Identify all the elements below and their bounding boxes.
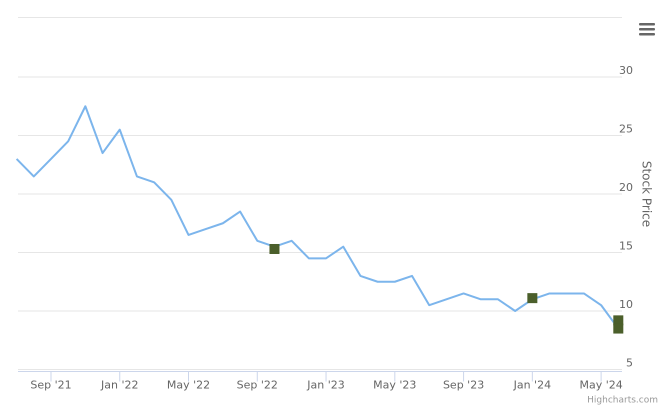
x-tick-label: Sep '23: [443, 379, 484, 392]
trade-marker: [527, 293, 538, 304]
trade-marker: [613, 315, 624, 326]
credit[interactable]: Highcharts.com: [587, 396, 658, 406]
x-tick-label: Jan '23: [306, 379, 344, 392]
x-tick-label: Jan '22: [100, 379, 138, 392]
x-tick-label: Sep '22: [237, 379, 278, 392]
trade-marker: [613, 323, 624, 334]
x-tick-label: Jan '24: [513, 379, 551, 392]
y-tick-label: 10: [619, 298, 633, 311]
y-axis-title: Stock Price: [640, 161, 654, 227]
trade-marker: [269, 243, 280, 254]
y-tick-label: 25: [619, 123, 633, 136]
menu-button[interactable]: [639, 23, 655, 36]
x-tick-label: Sep '21: [30, 379, 71, 392]
x-tick-label: May '23: [373, 379, 416, 392]
y-tick-label: 15: [619, 240, 633, 253]
y-tick-label: 20: [619, 181, 633, 194]
x-tick-label: May '24: [579, 379, 622, 392]
x-tick-label: May '22: [167, 379, 210, 392]
y-tick-label: 30: [619, 64, 633, 77]
price-line: [15, 105, 620, 330]
y-tick-label: 5: [626, 357, 633, 370]
